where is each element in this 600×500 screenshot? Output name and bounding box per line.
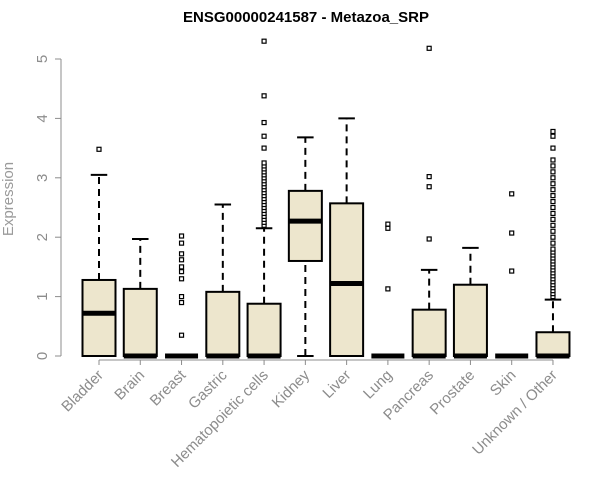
y-axis-label: Expression (0, 162, 17, 236)
outlier-point (261, 119, 267, 126)
box-brain (122, 237, 158, 359)
outlier-point (550, 204, 556, 211)
outlier-point (509, 191, 515, 197)
y-axis: 0 1 2 3 4 5 (34, 55, 62, 360)
y-tick-label-3: 3 (34, 174, 51, 182)
outlier-point (261, 38, 267, 44)
outlier-point (385, 221, 391, 227)
outlier-point (550, 198, 556, 205)
y-tick-label-5: 5 (34, 55, 51, 63)
box-prostate (452, 246, 488, 359)
x-tick-label: Bladder (58, 367, 107, 416)
outlier-point (426, 174, 432, 180)
box-iqr (122, 287, 158, 357)
chart-title: ENSG00000241587 - Metazoa_SRP (183, 9, 429, 26)
y-tick-label-4: 4 (34, 114, 51, 122)
x-tick-label: Breast (147, 366, 190, 409)
outlier-point (550, 169, 556, 175)
outlier-point (550, 157, 556, 163)
box-lung (371, 221, 405, 359)
outlier-point (261, 160, 267, 166)
outlier-point (550, 222, 556, 228)
box-iqr (246, 302, 282, 357)
outlier-point (550, 228, 556, 234)
outlier-point (550, 181, 556, 187)
y-tick-label-0: 0 (34, 352, 51, 360)
outlier-point (261, 133, 267, 139)
outlier-point (385, 286, 391, 292)
box-kidney (287, 136, 323, 357)
x-tick-label: Brain (111, 367, 148, 404)
outlier-point (261, 145, 267, 151)
outlier-point (385, 225, 391, 231)
box-hematopoietic-cells (246, 38, 282, 359)
outlier-point (426, 45, 432, 51)
box-iqr (452, 283, 488, 357)
outlier-point (178, 240, 185, 246)
box-unknown-other (535, 128, 571, 359)
outlier-point (550, 128, 556, 135)
outlier-point (178, 276, 185, 282)
outlier-point (178, 269, 185, 275)
outlier-point (96, 146, 102, 152)
outlier-point (426, 236, 432, 242)
outlier-point (550, 145, 556, 151)
outlier-point (178, 294, 185, 300)
outlier-point (509, 230, 515, 236)
outlier-point (550, 210, 556, 217)
outlier-point (550, 216, 556, 222)
x-tick-label: Liver (319, 367, 354, 402)
y-tick-label-1: 1 (34, 292, 51, 300)
box-iqr (287, 189, 323, 262)
box-iqr (205, 290, 241, 357)
x-tick-label: Kidney (269, 366, 314, 411)
outlier-point (550, 234, 556, 240)
outlier-point (509, 268, 515, 274)
outlier-point (550, 246, 556, 252)
outlier-point (178, 299, 185, 306)
box-iqr (535, 331, 571, 357)
outlier-point (550, 133, 556, 139)
outlier-point (426, 184, 432, 190)
box-liver (329, 117, 365, 357)
box-breast (165, 233, 199, 359)
outlier-point (550, 187, 556, 193)
y-tick-label-2: 2 (34, 233, 51, 241)
x-tick-label: Prostate (427, 367, 479, 419)
outlier-point (178, 251, 185, 257)
outlier-point (178, 233, 185, 239)
box-bladder (81, 146, 117, 357)
box-iqr (81, 278, 117, 357)
box-series (81, 38, 571, 359)
outlier-point (550, 163, 556, 169)
outlier-point (550, 240, 556, 246)
outlier-point (550, 193, 556, 199)
x-tick-label: Skin (487, 367, 520, 400)
box-iqr (329, 202, 365, 357)
outlier-point (178, 332, 185, 338)
x-tick-label: Lung (360, 367, 396, 403)
box-skin (495, 191, 529, 359)
outlier-point (550, 175, 556, 181)
box-iqr (411, 308, 447, 357)
outlier-point (178, 264, 185, 270)
outlier-point (178, 257, 185, 263)
outlier-point (261, 93, 267, 99)
box-pancreas (411, 45, 447, 359)
box-gastric (205, 203, 241, 359)
